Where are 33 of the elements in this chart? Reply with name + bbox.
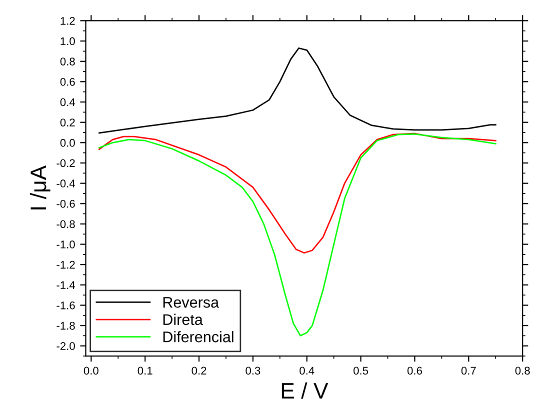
line-series	[98, 47, 496, 134]
x-tick-label: 0.0	[84, 366, 98, 375]
x-tick-label: 0.8	[515, 366, 530, 375]
y-tick-label: 0.0	[60, 138, 75, 147]
legend-label: Direta	[163, 314, 203, 326]
y-tick-label: 0.4	[60, 98, 76, 106]
x-tick-label: 0.7	[461, 366, 476, 375]
x-tick-label: 0.6	[407, 366, 422, 375]
x-tick-label: 0.2	[192, 366, 206, 375]
y-tick-label: -0.8	[56, 220, 75, 228]
legend-label: Reversa	[163, 297, 220, 308]
y-tick-label: 1.0	[60, 37, 75, 46]
y-tick-label: -1.2	[56, 260, 75, 269]
y-tick-label: -1.8	[56, 322, 75, 330]
legend-label: Diferencial	[163, 331, 234, 342]
y-tick-label: -2.0	[56, 342, 75, 350]
y-tick-label: 1.2	[60, 16, 75, 25]
y-tick-label: 0.2	[60, 118, 75, 126]
x-tick-label: 0.5	[354, 366, 368, 375]
x-tick-label: 0.3	[246, 366, 260, 375]
y-tick-label: 0.6	[60, 78, 75, 86]
y-tick-label: -1.4	[56, 281, 76, 289]
y-tick-label: -1.6	[56, 302, 75, 310]
y-tick-label: 0.8	[60, 58, 75, 66]
y-tick-label: -0.2	[56, 159, 75, 168]
y-axis-title: I /μA	[30, 165, 50, 210]
y-tick-label: -1.0	[56, 240, 75, 248]
x-axis-title: E / V	[282, 382, 328, 399]
x-tick-label: 0.4	[300, 366, 314, 375]
x-tick-label: 0.1	[138, 366, 152, 375]
y-tick-label: -0.4	[56, 180, 76, 188]
line-series	[98, 132, 496, 254]
y-tick-label: -0.6	[56, 200, 75, 208]
